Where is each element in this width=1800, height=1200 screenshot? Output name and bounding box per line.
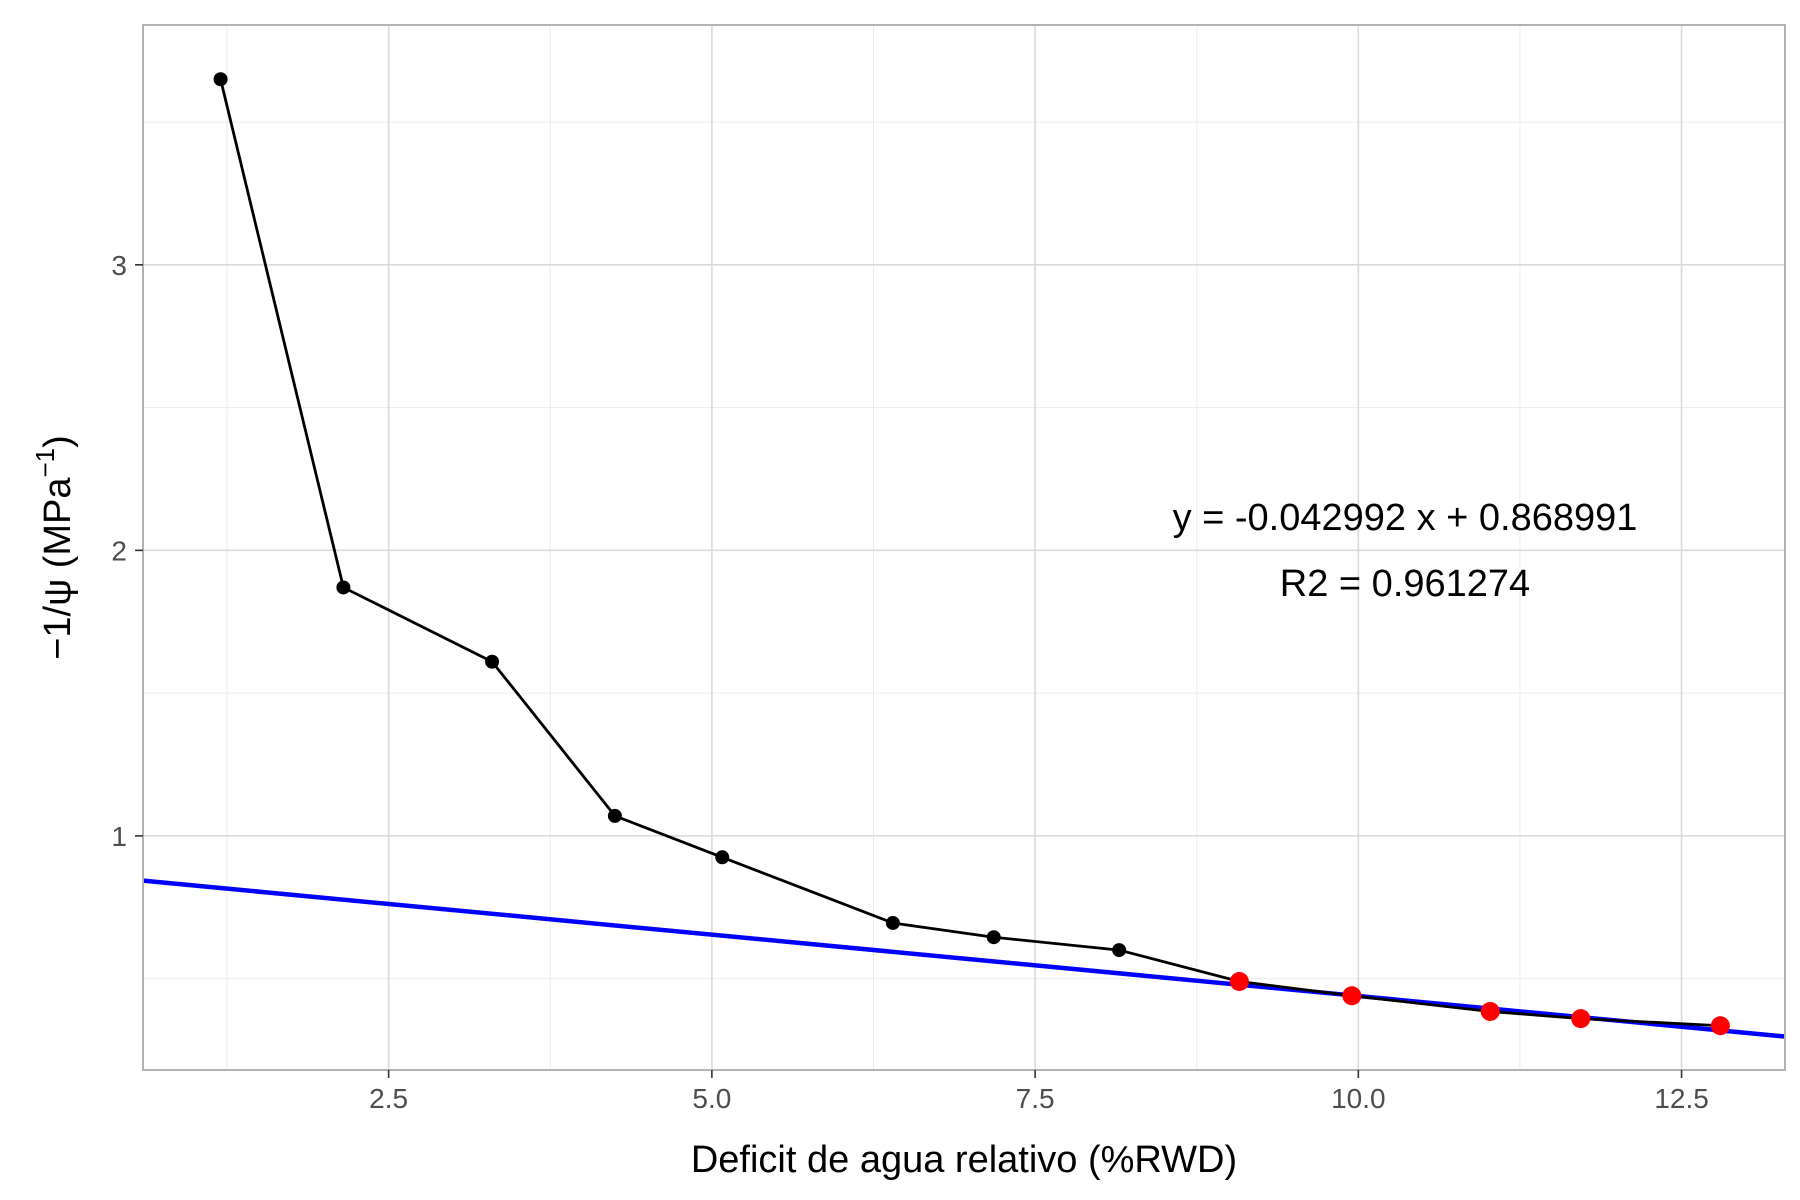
equation-annotation: y = -0.042992 x + 0.868991 (1173, 497, 1638, 539)
x-tick-label: 2.5 (369, 1083, 408, 1114)
data-point (1112, 943, 1127, 958)
panel-border (142, 24, 1786, 1071)
r-squared-annotation: R2 = 0.961274 (1280, 563, 1530, 605)
data-point (715, 850, 730, 865)
y-axis-title-prefix: −1/ψ (MPa (37, 477, 79, 660)
x-tick-label: 7.5 (1016, 1083, 1055, 1114)
svg-text:−1/ψ (MPa−1): −1/ψ (MPa−1) (30, 435, 79, 660)
y-axis-title-suffix: ) (37, 435, 79, 448)
y-tick-label: 2 (111, 535, 127, 566)
data-point (986, 930, 1001, 945)
x-tick-label: 12.5 (1654, 1083, 1709, 1114)
y-tick-label: 1 (111, 821, 127, 852)
minor-gridlines (143, 25, 1785, 1070)
x-tick-label: 5.0 (692, 1083, 731, 1114)
y-tick-label: 3 (111, 250, 127, 281)
y-axis-title-superscript: −1 (30, 448, 60, 478)
data-point (607, 808, 622, 823)
fit-data-point (1229, 971, 1249, 991)
fit-data-point (1710, 1016, 1730, 1036)
data-point (336, 580, 351, 595)
data-point (885, 915, 900, 930)
fit-line (142, 878, 1786, 1039)
series-layer (213, 72, 1730, 1036)
fit-data-point (1342, 986, 1362, 1006)
major-gridlines (143, 25, 1785, 1070)
fit-line-layer (142, 878, 1786, 1039)
y-axis-ticks: 1 2 3 (111, 250, 143, 852)
y-axis-title: −1/ψ (MPa−1) (30, 435, 79, 660)
fit-data-point (1571, 1009, 1591, 1029)
data-point (485, 654, 500, 669)
x-axis-title: Deficit de agua relativo (%RWD) (691, 1139, 1237, 1181)
x-axis-ticks: 2.5 5.0 7.5 10.0 12.5 (369, 1070, 1709, 1114)
x-tick-label: 10.0 (1331, 1083, 1386, 1114)
data-point (213, 72, 228, 87)
fit-data-point (1480, 1001, 1500, 1021)
